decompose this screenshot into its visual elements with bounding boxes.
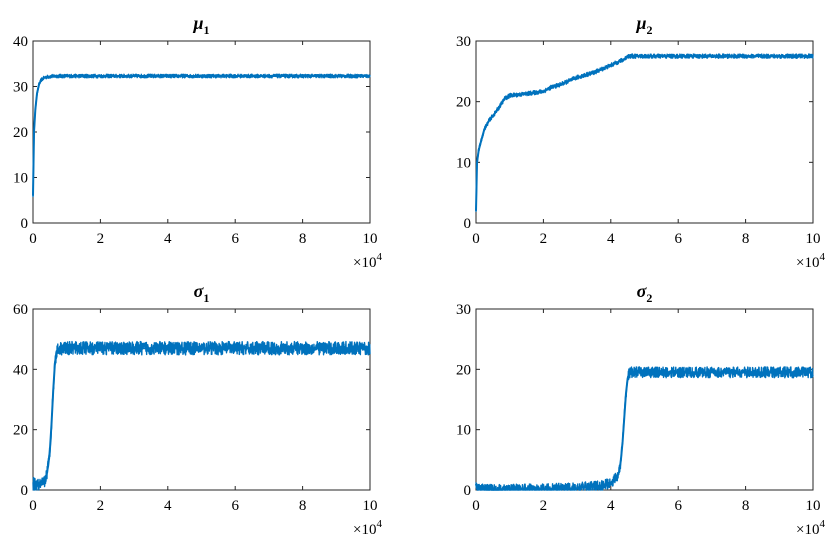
title-subscript: 2 (646, 291, 652, 305)
x-multiplier-label: ×104 (796, 518, 825, 538)
y-tick-label: 30 (13, 80, 28, 96)
title-subscript: 1 (203, 291, 209, 305)
x-multiplier-exponent: 4 (377, 251, 383, 263)
y-tick-label: 20 (13, 125, 28, 141)
x-tick-label: 10 (363, 498, 378, 514)
x-tick-label: 10 (806, 498, 821, 514)
x-multiplier-label: ×104 (796, 251, 825, 271)
y-tick-label: 20 (13, 423, 28, 439)
subplot-title: μ2 (635, 13, 652, 37)
axes-box (475, 40, 814, 224)
title-symbol: σ (637, 281, 648, 301)
x-tick-label: 2 (97, 498, 105, 514)
x-multiplier-base: ×10 (353, 522, 376, 538)
y-tick-label: 30 (456, 302, 471, 318)
y-tick-label: 0 (21, 483, 29, 499)
x-tick-label: 6 (231, 498, 239, 514)
y-tick-label: 30 (456, 34, 471, 50)
x-tick-label: 8 (742, 498, 750, 514)
x-tick-label: 0 (472, 231, 480, 247)
x-tick-label: 8 (742, 231, 750, 247)
series-trend-line (32, 347, 370, 487)
title-symbol: σ (194, 281, 205, 301)
y-tick-label: 0 (21, 216, 29, 232)
x-tick-label: 0 (472, 498, 480, 514)
y-tick-label: 0 (464, 216, 472, 232)
axes-box (475, 308, 814, 491)
y-tick-label: 20 (456, 95, 471, 111)
series-line (32, 340, 371, 491)
x-tick-label: 10 (806, 231, 821, 247)
x-tick-label: 2 (97, 231, 105, 247)
subplot-title: μ1 (192, 13, 209, 37)
x-tick-label: 2 (540, 498, 548, 514)
series-trend-line (32, 75, 370, 196)
title-symbol: μ (192, 13, 203, 33)
y-tick-label: 10 (13, 171, 28, 187)
x-tick-label: 0 (29, 498, 37, 514)
subplot-title: σ1 (194, 281, 210, 305)
x-multiplier-base: ×10 (353, 255, 376, 271)
x-tick-label: 4 (607, 231, 615, 247)
x-tick-label: 0 (29, 231, 37, 247)
x-tick-label: 10 (363, 231, 378, 247)
y-tick-label: 20 (456, 362, 471, 378)
x-tick-label: 8 (299, 498, 307, 514)
x-tick-label: 4 (607, 498, 615, 514)
title-subscript: 2 (647, 23, 653, 37)
x-multiplier-exponent: 4 (820, 251, 826, 263)
x-multiplier-base: ×10 (796, 255, 819, 271)
x-tick-label: 4 (164, 231, 172, 247)
y-tick-label: 60 (13, 302, 28, 318)
x-multiplier-label: ×104 (353, 251, 382, 271)
y-tick-label: 0 (464, 483, 472, 499)
y-tick-label: 10 (456, 155, 471, 171)
x-tick-label: 6 (231, 231, 239, 247)
y-tick-label: 10 (456, 423, 471, 439)
subplot-title: σ2 (637, 281, 653, 305)
x-tick-label: 6 (674, 498, 682, 514)
x-multiplier-base: ×10 (796, 522, 819, 538)
x-tick-label: 6 (674, 231, 682, 247)
x-tick-label: 2 (540, 231, 548, 247)
x-multiplier-exponent: 4 (820, 518, 826, 530)
axes-box (32, 40, 371, 224)
x-tick-label: 4 (164, 498, 172, 514)
title-subscript: 1 (204, 23, 210, 37)
x-multiplier-exponent: 4 (377, 518, 383, 530)
x-tick-label: 8 (299, 231, 307, 247)
y-tick-label: 40 (13, 362, 28, 378)
title-symbol: μ (635, 13, 646, 33)
x-multiplier-label: ×104 (353, 518, 382, 538)
y-tick-label: 40 (13, 34, 28, 50)
series-trend-line (475, 371, 813, 491)
axes-box (32, 308, 371, 491)
series-trend-line (475, 55, 813, 211)
